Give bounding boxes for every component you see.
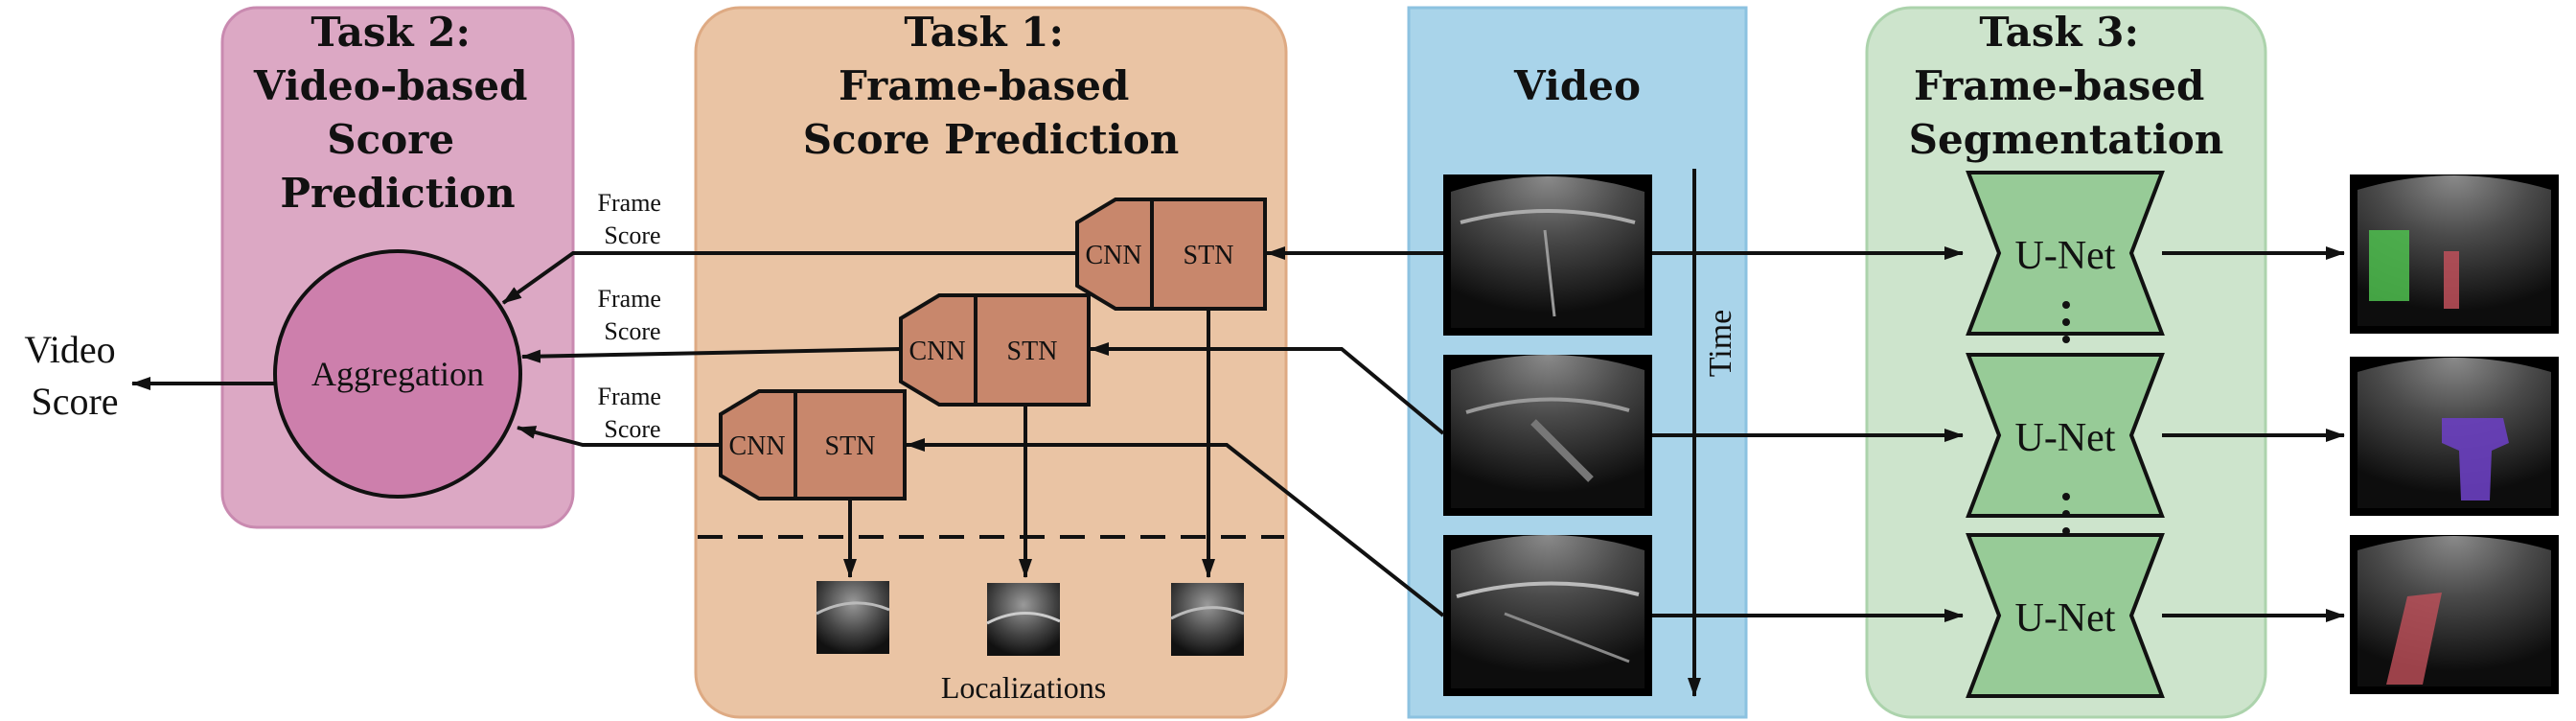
localization-image-1 (816, 581, 890, 654)
unet-label-2: U-Net (2015, 416, 2116, 460)
video-frame-3 (1443, 535, 1652, 696)
time-label: Time (1703, 310, 1738, 378)
frame-score-arrow-3 (517, 426, 721, 447)
segmentation-output-2 (2350, 357, 2559, 516)
stn-label-1: STN (1184, 241, 1234, 270)
frame-score-arrow-2 (521, 347, 902, 363)
unet-block-2 (1966, 353, 2165, 518)
segmentation-output-1 (2350, 174, 2559, 334)
stn-block-1 (1150, 198, 1267, 311)
localizations-label: Localizations (941, 670, 1106, 705)
cnn-label-2: CNN (908, 337, 965, 366)
localization-image-3 (1170, 583, 1245, 656)
aggregation-label: Aggregation (311, 355, 484, 393)
stn-label-2: STN (1007, 337, 1058, 366)
video-frame-1 (1443, 174, 1652, 336)
stn-block-2 (974, 293, 1091, 407)
localization-image-2 (986, 583, 1061, 656)
video-frame-2 (1443, 355, 1652, 516)
unet-label-1: U-Net (2015, 234, 2116, 278)
stn-label-3: STN (825, 431, 876, 461)
unet-block-1 (1966, 171, 2165, 336)
unet-label-3: U-Net (2015, 596, 2116, 640)
aggregation-node (273, 249, 522, 499)
frame-to-stn-arrow-3 (906, 438, 1445, 617)
video-title: Video (1513, 62, 1641, 109)
unet-dots-1 (2062, 301, 2070, 343)
frame-score-arrow-1 (501, 251, 1077, 305)
task3-title: Task 3: Frame-based Segmentation (1909, 9, 2224, 163)
task1-title: Task 1: Frame-based Score Prediction (803, 9, 1180, 163)
task2-title: Task 2: Video-based Score Prediction (253, 9, 541, 217)
frame-score-label-1: Frame Score (598, 189, 668, 249)
cnn-label-3: CNN (728, 431, 785, 461)
cnn-label-1: CNN (1085, 241, 1141, 270)
frame-to-stn-arrow-2 (1090, 342, 1445, 435)
frame-score-label-3: Frame Score (598, 383, 668, 443)
frame-score-label-2: Frame Score (598, 285, 668, 345)
unet-block-3 (1966, 533, 2165, 698)
unet-dots-2 (2062, 493, 2070, 535)
video-score-label: Video Score (24, 328, 125, 423)
segmentation-output-3 (2350, 535, 2559, 694)
